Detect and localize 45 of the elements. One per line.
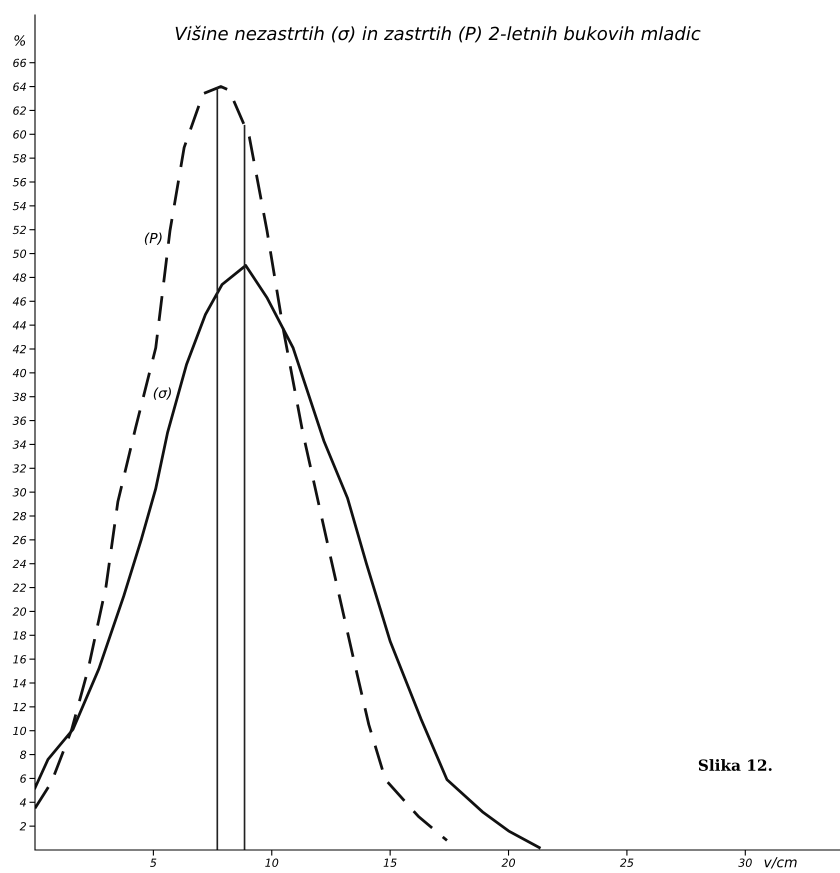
x-tick-label: 20	[502, 858, 516, 867]
y-axis-title: %	[14, 35, 26, 46]
y-tick-label: 6	[20, 774, 26, 783]
series-label: (P)	[144, 232, 162, 245]
y-tick-label: 64	[13, 82, 26, 91]
y-tick-label: 52	[12, 226, 26, 234]
y-tick-label: 62	[13, 106, 26, 115]
y-tick-label: 10	[13, 726, 26, 736]
y-tick-label: 22	[12, 584, 26, 592]
y-tick-label: 12	[13, 702, 26, 712]
y-tick-label: 20	[12, 607, 26, 616]
annotation: Slika 12.	[698, 759, 772, 771]
y-tick-label: 26	[12, 536, 26, 544]
y-tick-label: 38	[12, 392, 26, 402]
y-tick-label: 14	[13, 679, 26, 688]
y-tick-label: 56	[12, 178, 26, 186]
y-tick-label: 40	[12, 368, 26, 378]
text: Višine nezastrtih (σ) in zastrtih (P) 2-letnih bukovih mladic	[176, 26, 701, 42]
y-tick-label: 16	[13, 655, 26, 664]
y-tick-label: 4	[20, 798, 26, 807]
series-label: (σ)	[154, 387, 171, 400]
x-tick-label: 15	[384, 858, 397, 867]
x-tick-label: 10	[265, 858, 278, 867]
y-tick-label: 54	[12, 202, 26, 210]
y-tick-label: 2	[20, 822, 26, 830]
y-tick-label: 28	[12, 512, 26, 520]
y-tick-label: 34	[12, 440, 26, 449]
y-tick-label: 46	[12, 297, 26, 306]
y-tick-label: 58	[12, 154, 26, 163]
y-tick-label: 36	[12, 416, 26, 425]
y-tick-label: 50	[12, 250, 26, 258]
y-tick-label: 30	[12, 488, 26, 497]
x-tick-label: 25	[620, 858, 634, 867]
y-tick-label: 32	[12, 464, 26, 473]
y-tick-label: 44	[12, 321, 26, 330]
x-tick-label: 30	[738, 858, 752, 867]
y-tick-label: 60	[13, 130, 26, 139]
y-tick-label: 18	[13, 631, 26, 640]
x-axis-title: v/cm	[764, 857, 797, 868]
x-tick-label: 5	[150, 858, 156, 867]
y-tick-label: 48	[12, 273, 26, 282]
y-tick-label: 42	[12, 344, 26, 354]
y-tick-label: 8	[20, 750, 26, 759]
y-tick-label: 24	[12, 560, 26, 568]
y-tick-label: 66	[13, 58, 26, 68]
